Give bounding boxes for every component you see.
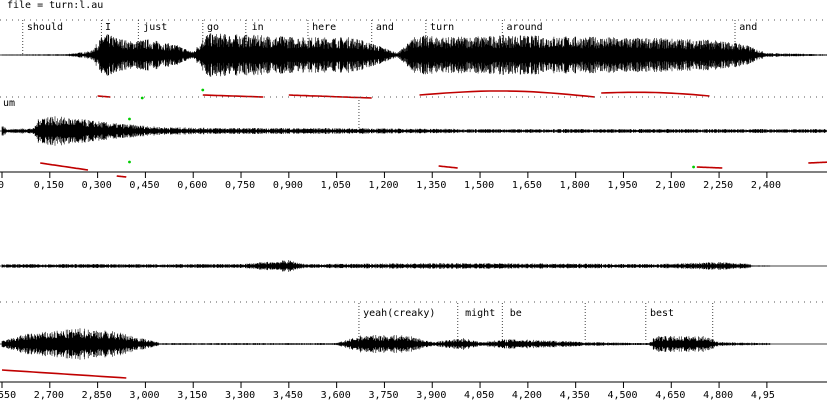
- panel1-axis-label: 0,600: [177, 180, 207, 191]
- speaker2-pitch-track-2: [1, 369, 127, 379]
- speaker1-word: here: [312, 22, 336, 33]
- speaker1-word: should: [27, 22, 63, 33]
- panel2-axis-label: 3,000: [129, 390, 159, 401]
- panel1-axis-label: 2,400: [751, 180, 781, 191]
- panel2-axis-label: 2,850: [82, 390, 112, 401]
- panel1-axis-label: 000: [0, 180, 4, 191]
- panel2-axis-label: 4,650: [655, 390, 685, 401]
- speaker2-pitch-track: [40, 161, 827, 178]
- panel2-axis-label: 4,200: [512, 390, 542, 401]
- pitch-marker: [201, 88, 205, 92]
- panel2-axis-label: 3,150: [177, 390, 207, 401]
- file-label: file = turn:l.au: [7, 0, 104, 11]
- panel2-axis-label: 3,300: [225, 390, 255, 401]
- panel2-axis-label: 3,900: [416, 390, 446, 401]
- panel2-axis-label: 2,550: [0, 390, 16, 401]
- speaker1-word: and: [739, 22, 757, 33]
- speaker2-waveform-2: [0, 328, 827, 360]
- pitch-segment: [601, 91, 710, 97]
- panel1-axis-label: 0,900: [273, 180, 303, 191]
- panel1-axis-label: 1,050: [321, 180, 351, 191]
- panel2-axis-label: 2,700: [34, 390, 64, 401]
- speaker2-word-2: best: [650, 308, 674, 319]
- panel1-axis-label: 1,350: [416, 180, 446, 191]
- panel2-axis-label: 4,050: [464, 390, 494, 401]
- panel1-axis-label: 0,750: [225, 180, 255, 191]
- speaker1-word: go: [207, 22, 219, 33]
- panel1-axis-label: 1,200: [368, 180, 398, 191]
- pitch-segment: [696, 166, 723, 169]
- speaker1-word: in: [252, 22, 264, 33]
- panel1-axis-label: 0,300: [82, 180, 112, 191]
- speaker1-pitch-track: [97, 90, 710, 99]
- panel1-axis-label: 1,950: [607, 180, 637, 191]
- speaker1-word: turn: [430, 22, 454, 33]
- pitch-segment: [40, 162, 89, 171]
- panel1-axis-label: 2,100: [655, 180, 685, 191]
- speaker1-word: and: [376, 22, 394, 33]
- panel1-axis-label: 1,800: [560, 180, 590, 191]
- panel1-axis-label: 1,650: [512, 180, 542, 191]
- panel2-axis-label: 3,450: [273, 390, 303, 401]
- pitch-marker: [128, 117, 131, 121]
- panel2-axis-label: 3,750: [368, 390, 398, 401]
- pitch-segment: [116, 175, 127, 178]
- pitch-marker: [140, 96, 144, 100]
- pitch-segment: [1, 369, 127, 379]
- pitch-segment: [419, 90, 595, 98]
- panel1-axis-label: 0,450: [129, 180, 159, 191]
- speaker1-word: I: [105, 22, 111, 33]
- speaker2-waveform: [0, 116, 827, 146]
- panel1-axis-label: 1,500: [464, 180, 494, 191]
- panel2-axis-label: 4,350: [560, 390, 590, 401]
- speaker2-word-2: might: [465, 308, 495, 319]
- speaker1-waveform: [0, 33, 827, 77]
- speaker1-waveform-2: [0, 260, 827, 272]
- pitch-segment: [808, 161, 827, 164]
- pitch-marker: [692, 165, 695, 169]
- panel1-axis-label: 0,150: [34, 180, 64, 191]
- panel1-axis-label: 2,250: [703, 180, 733, 191]
- speaker1-word: around: [507, 22, 543, 33]
- pitch-segment: [202, 94, 264, 98]
- panel2-axis-label: 3,600: [321, 390, 351, 401]
- pitch-marker: [128, 160, 131, 164]
- speaker2-word-2: be: [510, 308, 522, 319]
- speaker1-word: just: [143, 22, 167, 33]
- panel2-axis-label: 4,500: [607, 390, 637, 401]
- pitch-segment: [438, 165, 458, 169]
- panel2-axis-label: 4,800: [703, 390, 733, 401]
- speaker2-word: um: [3, 98, 15, 109]
- speaker2-word-2: yeah(creaky): [363, 308, 435, 319]
- panel2-axis-label: 4,95: [751, 390, 775, 401]
